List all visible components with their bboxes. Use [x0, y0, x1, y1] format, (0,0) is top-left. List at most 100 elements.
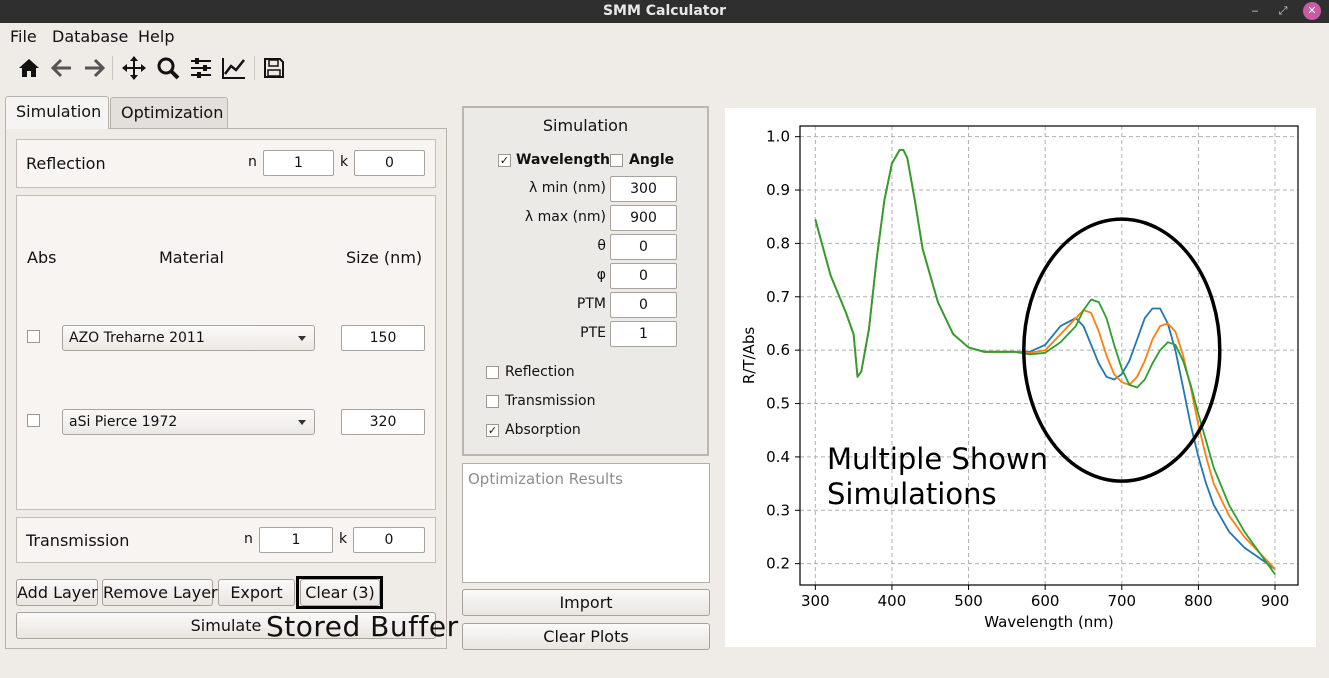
chevron-down-icon: [298, 336, 306, 341]
lambda-max-field[interactable]: 900: [610, 205, 677, 231]
layers-group: [16, 195, 436, 510]
series-line-3: [814, 149, 1276, 575]
menu-help[interactable]: Help: [138, 27, 175, 46]
layer-1-material-value: AZO Treharne 2011: [69, 330, 205, 346]
reflection-checkbox[interactable]: [486, 366, 499, 379]
transmission-k-label: k: [339, 531, 348, 547]
x-tick-label: 300: [801, 592, 830, 610]
ptm-field[interactable]: 0: [610, 292, 677, 318]
layer-2-abs-checkbox[interactable]: [27, 414, 40, 427]
axes-frame: [799, 125, 1299, 586]
wavelength-checkbox[interactable]: ✓: [498, 154, 511, 167]
minimize-icon[interactable]: ‒: [1251, 4, 1259, 17]
y-tick-label: 1.0: [766, 128, 790, 146]
remove-layer-button[interactable]: Remove Layer: [102, 579, 218, 606]
y-tick-label: 0.6: [766, 341, 790, 359]
export-button[interactable]: Export: [218, 579, 295, 606]
phi-field[interactable]: 0: [610, 263, 677, 289]
material-header: Material: [159, 248, 224, 267]
pan-icon[interactable]: [120, 54, 148, 82]
x-tick-label: 600: [1031, 592, 1060, 610]
multiple-simulations-annotation: Simulations: [827, 477, 997, 511]
abs-header: Abs: [27, 248, 57, 267]
lambda-min-label: λ min (nm): [528, 180, 606, 196]
multiple-simulations-annotation: Multiple Shown: [827, 442, 1048, 476]
phi-label: φ: [596, 267, 606, 283]
simulate-button[interactable]: Simulate: [16, 612, 436, 639]
reflection-check-label: Reflection: [505, 364, 575, 380]
transmission-check-label: Transmission: [505, 393, 596, 409]
x-tick-label: 500: [954, 592, 983, 610]
transmission-n-label: n: [244, 531, 253, 547]
wavelength-label: Wavelength: [516, 152, 610, 168]
menu-bar: File Database Help: [0, 23, 1329, 48]
plot-canvas[interactable]: 300 400 500 600 700 800 900 0.2 0.3 0.4 0.5 0.6 0.7 0…: [725, 108, 1316, 647]
layer-1-size-field[interactable]: 150: [341, 325, 425, 351]
forward-icon[interactable]: [80, 54, 108, 82]
back-icon[interactable]: [48, 54, 76, 82]
pte-label: PTE: [580, 325, 606, 341]
x-tick-label: 900: [1261, 592, 1290, 610]
optimization-results-placeholder: Optimization Results: [468, 470, 623, 488]
reflection-k-label: k: [340, 154, 349, 170]
y-tick-label: 0.9: [766, 181, 790, 199]
angle-checkbox[interactable]: [610, 154, 623, 167]
title-bar: SMM Calculator ‒ ⤢ ✕: [0, 0, 1329, 23]
pte-field[interactable]: 1: [610, 321, 677, 347]
transmission-n-field[interactable]: 1: [259, 527, 333, 553]
clear-buffer-button[interactable]: Clear (3): [300, 579, 380, 606]
window-title: SMM Calculator: [602, 3, 727, 19]
y-tick-label: 0.2: [766, 555, 790, 573]
home-icon[interactable]: [15, 54, 43, 82]
y-tick-label: 0.8: [766, 234, 790, 252]
tab-optimization[interactable]: Optimization: [110, 97, 228, 128]
edit-axis-icon[interactable]: [220, 54, 248, 82]
x-axis-label: Wavelength (nm): [984, 613, 1114, 631]
reflection-n-label: n: [248, 154, 257, 170]
add-layer-button[interactable]: Add Layer: [16, 579, 98, 606]
theta-label: θ: [597, 238, 606, 254]
reflection-k-field[interactable]: 0: [354, 150, 425, 176]
y-tick-label: 0.7: [766, 288, 790, 306]
restore-icon[interactable]: ⤢: [1278, 4, 1288, 17]
clear-button-highlight: [296, 576, 383, 609]
y-axis-label: R/T/Abs: [740, 327, 758, 384]
layer-1-abs-checkbox[interactable]: [27, 330, 40, 343]
theta-field[interactable]: 0: [610, 234, 677, 260]
layer-1-material-select[interactable]: AZO Treharne 2011: [62, 325, 315, 351]
lambda-max-label: λ max (nm): [524, 209, 606, 225]
transmission-k-field[interactable]: 0: [353, 527, 425, 553]
save-icon[interactable]: [260, 54, 288, 82]
transmission-checkbox[interactable]: [486, 395, 499, 408]
tab-simulation[interactable]: Simulation: [5, 96, 109, 129]
y-tick-label: 0.4: [766, 448, 790, 466]
reflection-label: Reflection: [26, 154, 106, 173]
clear-plots-button[interactable]: Clear Plots: [462, 623, 710, 650]
stored-buffer-annotation: Stored Buffer: [266, 610, 459, 643]
close-icon[interactable]: ✕: [1303, 2, 1321, 20]
layer-2-material-value: aSi Pierce 1972: [69, 414, 178, 430]
x-tick-label: 700: [1107, 592, 1136, 610]
toolbar-separator: [112, 56, 113, 80]
highlight-ellipse: [1022, 217, 1222, 483]
y-tick-label: 0.5: [766, 395, 790, 413]
absorption-check-label: Absorption: [505, 422, 581, 438]
import-button[interactable]: Import: [462, 589, 710, 616]
optimization-results-textarea[interactable]: Optimization Results: [462, 463, 710, 583]
menu-file[interactable]: File: [10, 27, 37, 46]
absorption-checkbox[interactable]: ✓: [486, 424, 499, 437]
layer-2-material-select[interactable]: aSi Pierce 1972: [62, 409, 315, 435]
menu-database[interactable]: Database: [52, 27, 129, 46]
simulation-settings-title: Simulation: [542, 116, 629, 135]
reflection-n-field[interactable]: 1: [263, 150, 334, 176]
y-tick-label: 0.3: [766, 501, 790, 519]
x-tick-label: 400: [878, 592, 907, 610]
absorption-chart: 300 400 500 600 700 800 900 0.2 0.3 0.4 0.5 0.6 0.7 0…: [740, 125, 1299, 631]
toolbar-separator: [254, 56, 255, 80]
transmission-label: Transmission: [26, 531, 130, 550]
lambda-min-field[interactable]: 300: [610, 176, 677, 202]
zoom-icon[interactable]: [154, 54, 182, 82]
layer-2-size-field[interactable]: 320: [341, 409, 425, 435]
ptm-label: PTM: [576, 296, 606, 312]
configure-subplots-icon[interactable]: [187, 54, 215, 82]
